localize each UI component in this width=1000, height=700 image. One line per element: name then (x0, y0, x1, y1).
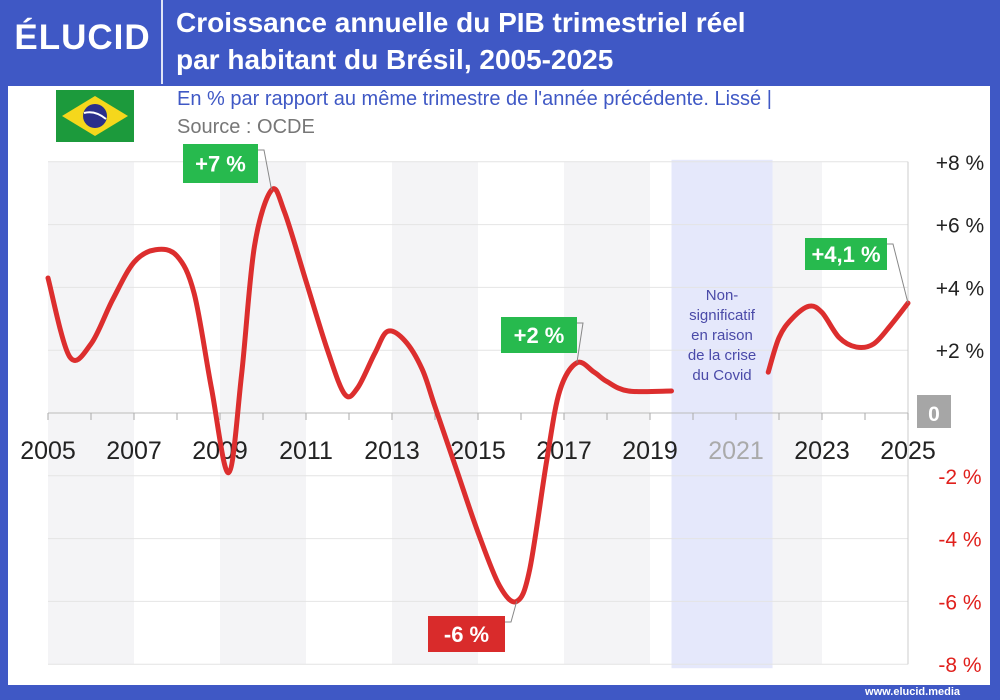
title-line-2: par habitant du Brésil, 2005-2025 (176, 44, 614, 75)
x-tick-label: 2015 (450, 437, 506, 465)
y-tick-label: 0 (928, 403, 940, 426)
footer-url[interactable]: www.elucid.media (865, 686, 960, 698)
covid-note: du Covid (692, 367, 751, 384)
x-tick-label: 2007 (106, 437, 162, 465)
y-tick-label: -6 % (938, 591, 981, 614)
covid-note: significatif (689, 307, 756, 324)
y-tick-label: -4 % (938, 529, 981, 552)
y-tick-label: +2 % (936, 340, 984, 363)
x-tick-label: 2013 (364, 437, 420, 465)
y-tick-label: -2 % (938, 466, 981, 489)
annotation-box (805, 238, 887, 270)
covid-note: de la crise (688, 347, 756, 364)
annotation-label: +7 % (195, 152, 246, 177)
header-divider (161, 0, 163, 84)
annotation-box (428, 616, 505, 652)
annotation-leader (576, 322, 584, 363)
x-tick-label: 2021 (708, 437, 764, 465)
title-line-1: Croissance annuelle du PIB trimestriel r… (176, 7, 746, 38)
annotation-label: -6 % (444, 622, 489, 647)
x-tick-label: 2023 (794, 437, 850, 465)
annotation-box (183, 144, 258, 183)
growth-line-segment (765, 300, 911, 375)
y-tick-label: -8 % (938, 654, 981, 677)
x-tick-label: 2019 (622, 437, 678, 465)
y-tick-label: +4 % (936, 277, 984, 300)
brazil-flag-icon (56, 90, 134, 142)
elucid-logo: ÉLUCID (14, 18, 151, 57)
annotation-box (501, 317, 577, 353)
covid-note: Non- (706, 287, 739, 304)
x-tick-label: 2011 (279, 437, 333, 465)
annotation-leader (258, 149, 273, 191)
y-tick-label: +6 % (936, 215, 984, 238)
zero-badge (917, 395, 951, 428)
covid-note: en raison (691, 327, 753, 344)
annotation-label: +2 % (514, 323, 565, 348)
chart-title: Croissance annuelle du PIB trimestriel r… (176, 4, 746, 78)
covid-band (671, 159, 773, 669)
annotation-leader (887, 243, 909, 304)
chart-subtitle: En % par rapport au même trimestre de l'… (177, 88, 772, 110)
annotation-label: +4,1 % (811, 242, 880, 267)
growth-line-segment (45, 186, 674, 605)
x-tick-label: 2025 (880, 437, 936, 465)
y-tick-label: +8 % (936, 152, 984, 175)
chart-source: Source : OCDE (177, 116, 315, 138)
x-tick-label: 2005 (20, 437, 76, 465)
